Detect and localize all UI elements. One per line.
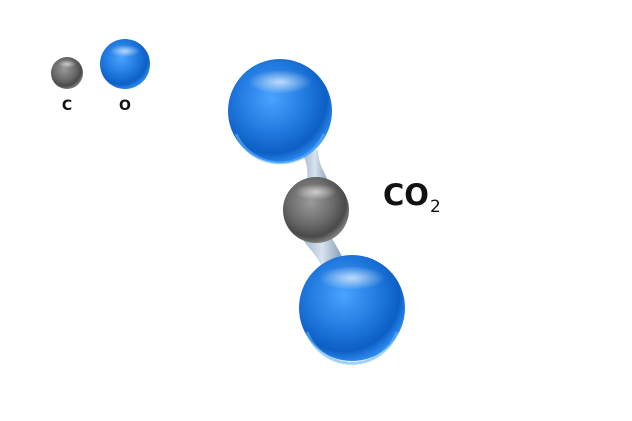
legend-label-oxygen: O: [119, 98, 131, 114]
molecule-formula: CO2: [383, 178, 441, 217]
legend-label-carbon: C: [61, 98, 73, 114]
carbon-atom-center: [283, 177, 349, 243]
oxygen-atom-bottom: [299, 255, 405, 365]
formula-subscript: 2: [429, 197, 441, 217]
legend-oxygen-atom: [100, 39, 150, 89]
formula-main: CO: [383, 178, 429, 212]
oxygen-atom-top: [228, 59, 332, 165]
legend-carbon-atom: [51, 57, 83, 89]
